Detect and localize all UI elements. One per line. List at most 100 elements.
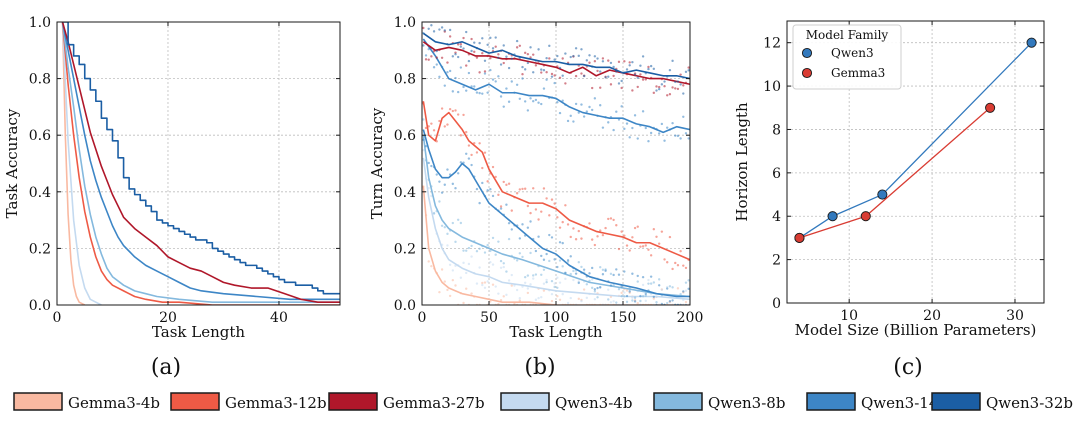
- sample-point: [435, 63, 438, 66]
- panel-label-a: (a): [151, 355, 181, 380]
- sample-point: [473, 50, 476, 54]
- sample-point: [526, 291, 530, 295]
- sample-point: [548, 233, 551, 237]
- series-line-qwen3-32b: [62, 22, 340, 295]
- sample-point: [631, 272, 634, 275]
- sample-point: [467, 246, 471, 250]
- sample-point: [513, 302, 516, 305]
- sample-point: [550, 299, 554, 303]
- sample-point: [467, 59, 471, 63]
- sample-point: [548, 289, 551, 292]
- sample-point: [483, 72, 487, 75]
- sample-point: [435, 49, 438, 53]
- sample-point: [481, 52, 484, 55]
- sample-point: [532, 277, 535, 280]
- sample-point: [532, 100, 535, 103]
- sample-point: [534, 273, 538, 276]
- sample-point: [510, 273, 513, 277]
- y-axis-label: Horizon Length: [733, 102, 751, 222]
- sample-point: [470, 49, 473, 53]
- sample-point: [674, 134, 677, 137]
- sample-point: [561, 241, 564, 245]
- sample-point: [564, 277, 567, 281]
- sample-point: [440, 26, 444, 29]
- sample-point: [473, 240, 476, 243]
- xtick-label: 50: [480, 310, 498, 326]
- sample-point: [558, 281, 562, 284]
- sample-point: [494, 207, 497, 210]
- sample-point: [676, 287, 680, 290]
- sample-point: [652, 227, 656, 231]
- sample-point: [633, 226, 637, 230]
- sample-point: [585, 59, 589, 62]
- sample-point: [454, 53, 457, 56]
- sample-point: [607, 59, 610, 62]
- sample-point: [636, 280, 639, 283]
- sample-point: [537, 48, 540, 51]
- ytick-label: 0.0: [394, 298, 416, 314]
- sample-point: [655, 127, 658, 131]
- sample-point: [432, 212, 436, 215]
- sample-point: [483, 151, 487, 154]
- sample-point: [633, 300, 637, 303]
- sample-point: [612, 65, 615, 69]
- sample-point: [432, 30, 436, 33]
- sample-point: [427, 58, 430, 61]
- sample-point: [682, 298, 685, 302]
- sample-point: [620, 105, 623, 108]
- sample-point: [529, 56, 532, 59]
- xtick-label: 200: [677, 310, 704, 326]
- ytick-label: 0.2: [29, 241, 51, 257]
- sample-point: [590, 286, 594, 290]
- sample-point: [596, 57, 599, 60]
- ytick-label: 0.4: [29, 185, 51, 201]
- sample-point: [660, 122, 664, 126]
- sample-point: [534, 298, 538, 301]
- sample-point: [448, 107, 452, 111]
- sample-point: [558, 298, 562, 302]
- sample-point: [647, 65, 650, 69]
- sample-point: [580, 265, 583, 269]
- sample-point: [473, 295, 476, 298]
- data-point-gemma3: [985, 102, 996, 113]
- sample-point: [631, 296, 634, 299]
- sample-point: [507, 279, 511, 282]
- sample-point: [440, 107, 444, 110]
- sample-point: [526, 109, 530, 112]
- sample-point: [475, 91, 479, 94]
- sample-point: [636, 137, 639, 140]
- sample-point: [502, 295, 505, 298]
- sample-point: [641, 110, 645, 113]
- sample-point: [615, 224, 618, 227]
- sample-point: [556, 265, 559, 269]
- sample-point: [521, 77, 524, 80]
- sample-point: [489, 172, 492, 175]
- legend-item-qwen3-14b: Qwen3-14b: [806, 392, 948, 412]
- sample-point: [660, 83, 664, 86]
- sample-point: [617, 273, 621, 276]
- sample-point: [537, 101, 540, 104]
- sample-point: [620, 291, 623, 295]
- sample-point: [422, 148, 425, 152]
- sample-point: [529, 283, 532, 286]
- ytick-label: 10: [763, 79, 781, 95]
- sample-point: [456, 264, 460, 267]
- sample-point: [502, 61, 505, 65]
- sample-point: [569, 296, 572, 300]
- sample-point: [684, 289, 688, 292]
- series-line-qwen3-14b: [61, 22, 340, 301]
- sample-point: [556, 65, 559, 68]
- sample-point: [623, 270, 626, 273]
- sample-point: [532, 187, 535, 190]
- sample-point: [440, 243, 444, 247]
- sample-point: [427, 186, 430, 190]
- sample-point: [601, 126, 605, 129]
- sample-point: [633, 114, 637, 117]
- sample-point: [542, 258, 546, 261]
- sample-point: [489, 36, 492, 40]
- sample-point: [593, 59, 597, 63]
- sample-point: [588, 54, 591, 57]
- sample-point: [623, 234, 626, 237]
